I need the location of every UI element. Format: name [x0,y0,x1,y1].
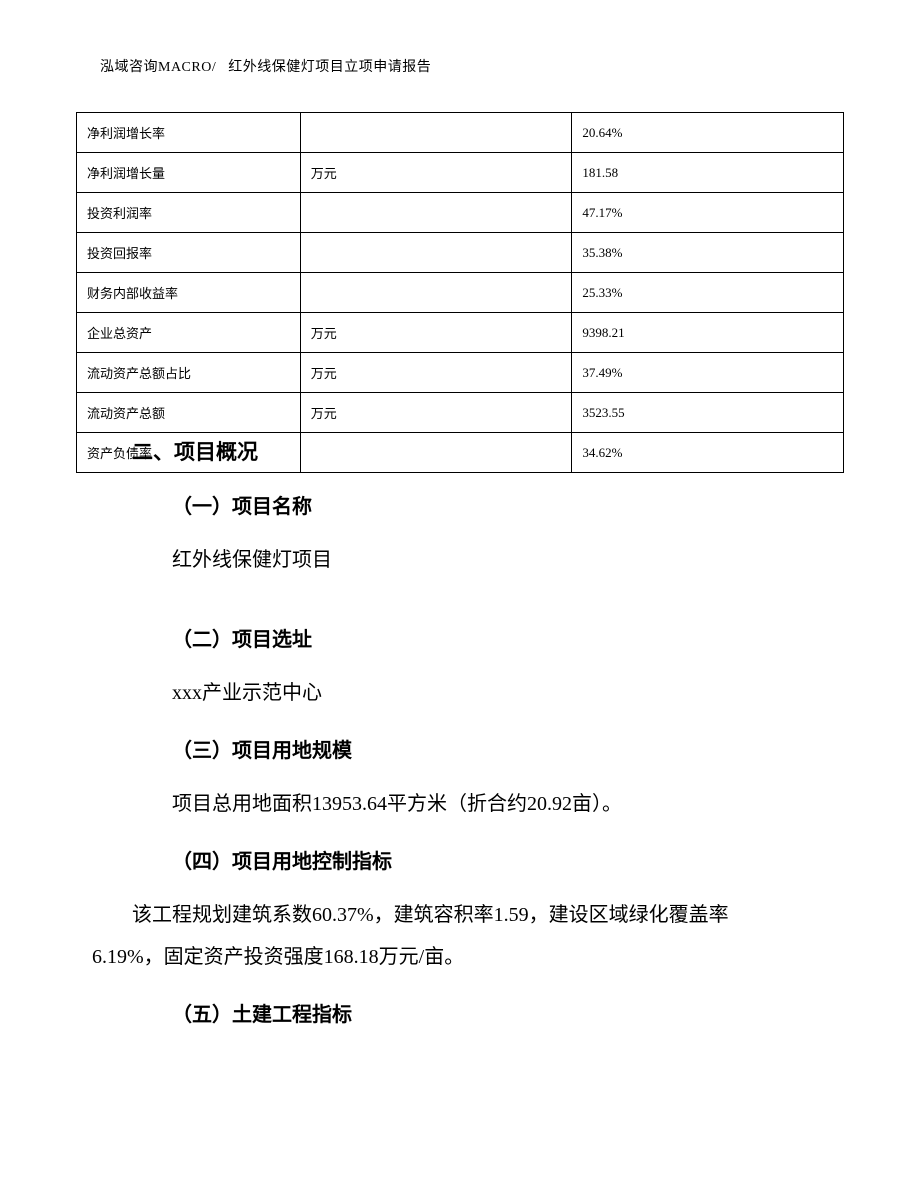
table-cell: 净利润增长率 [77,113,301,153]
subsection-5-title: （五）土建工程指标 [132,998,792,1027]
table-cell: 投资回报率 [77,233,301,273]
table-cell: 万元 [300,153,572,193]
subsection-4-title: （四）项目用地控制指标 [132,845,792,874]
table-cell: 181.58 [572,153,844,193]
subsection-3-body: 项目总用地面积13953.64平方米（折合约20.92亩）。 [132,783,792,825]
table-row: 净利润增长率 20.64% [77,113,844,153]
table-cell: 47.17% [572,193,844,233]
subsection-1-body: 红外线保健灯项目 [132,539,792,581]
table: 净利润增长率20.64%净利润增长量万元181.58投资利润率47.17%投资回… [76,112,844,473]
table-cell: 万元 [300,393,572,433]
table-cell: 9398.21 [572,313,844,353]
table-cell: 投资利润率 [77,193,301,233]
table-cell [300,113,572,153]
table-cell: 万元 [300,313,572,353]
table-row: 流动资产总额万元3523.55 [77,393,844,433]
table-cell: 流动资产总额占比 [77,353,301,393]
table-cell: 3523.55 [572,393,844,433]
table-cell: 37.49% [572,353,844,393]
subsection-2-body: xxx产业示范中心 [132,672,792,714]
subsection-1-title: （一）项目名称 [132,490,792,519]
table-cell: 净利润增长量 [77,153,301,193]
table-cell: 20.64% [572,113,844,153]
subsection-4-body: 该工程规划建筑系数60.37%，建筑容积率1.59，建设区域绿化覆盖率6.19%… [92,894,792,978]
section-heading-2: 二、项目概况 [132,436,792,466]
financial-table: 净利润增长率20.64%净利润增长量万元181.58投资利润率47.17%投资回… [76,112,844,473]
table-row: 企业总资产万元9398.21 [77,313,844,353]
header-org: 泓域咨询MACRO/ [100,60,216,75]
table-cell: 流动资产总额 [77,393,301,433]
table-row: 净利润增长量万元181.58 [77,153,844,193]
table-cell [300,233,572,273]
table-row: 投资利润率 47.17% [77,193,844,233]
table-cell: 财务内部收益率 [77,273,301,313]
table-cell [300,193,572,233]
document-body: 二、项目概况 （一）项目名称 红外线保健灯项目 （二）项目选址 xxx产业示范中… [132,436,792,1047]
table-row: 投资回报率 35.38% [77,233,844,273]
subsection-3-title: （三）项目用地规模 [132,734,792,763]
table-cell: 35.38% [572,233,844,273]
table-row: 财务内部收益率 25.33% [77,273,844,313]
table-cell: 企业总资产 [77,313,301,353]
table-row: 流动资产总额占比万元37.49% [77,353,844,393]
table-cell [300,273,572,313]
subsection-2-title: （二）项目选址 [132,623,792,652]
table-cell: 25.33% [572,273,844,313]
page-header: 泓域咨询MACRO/ 红外线保健灯项目立项申请报告 [100,56,431,76]
table-cell: 万元 [300,353,572,393]
header-title: 红外线保健灯项目立项申请报告 [228,60,431,75]
